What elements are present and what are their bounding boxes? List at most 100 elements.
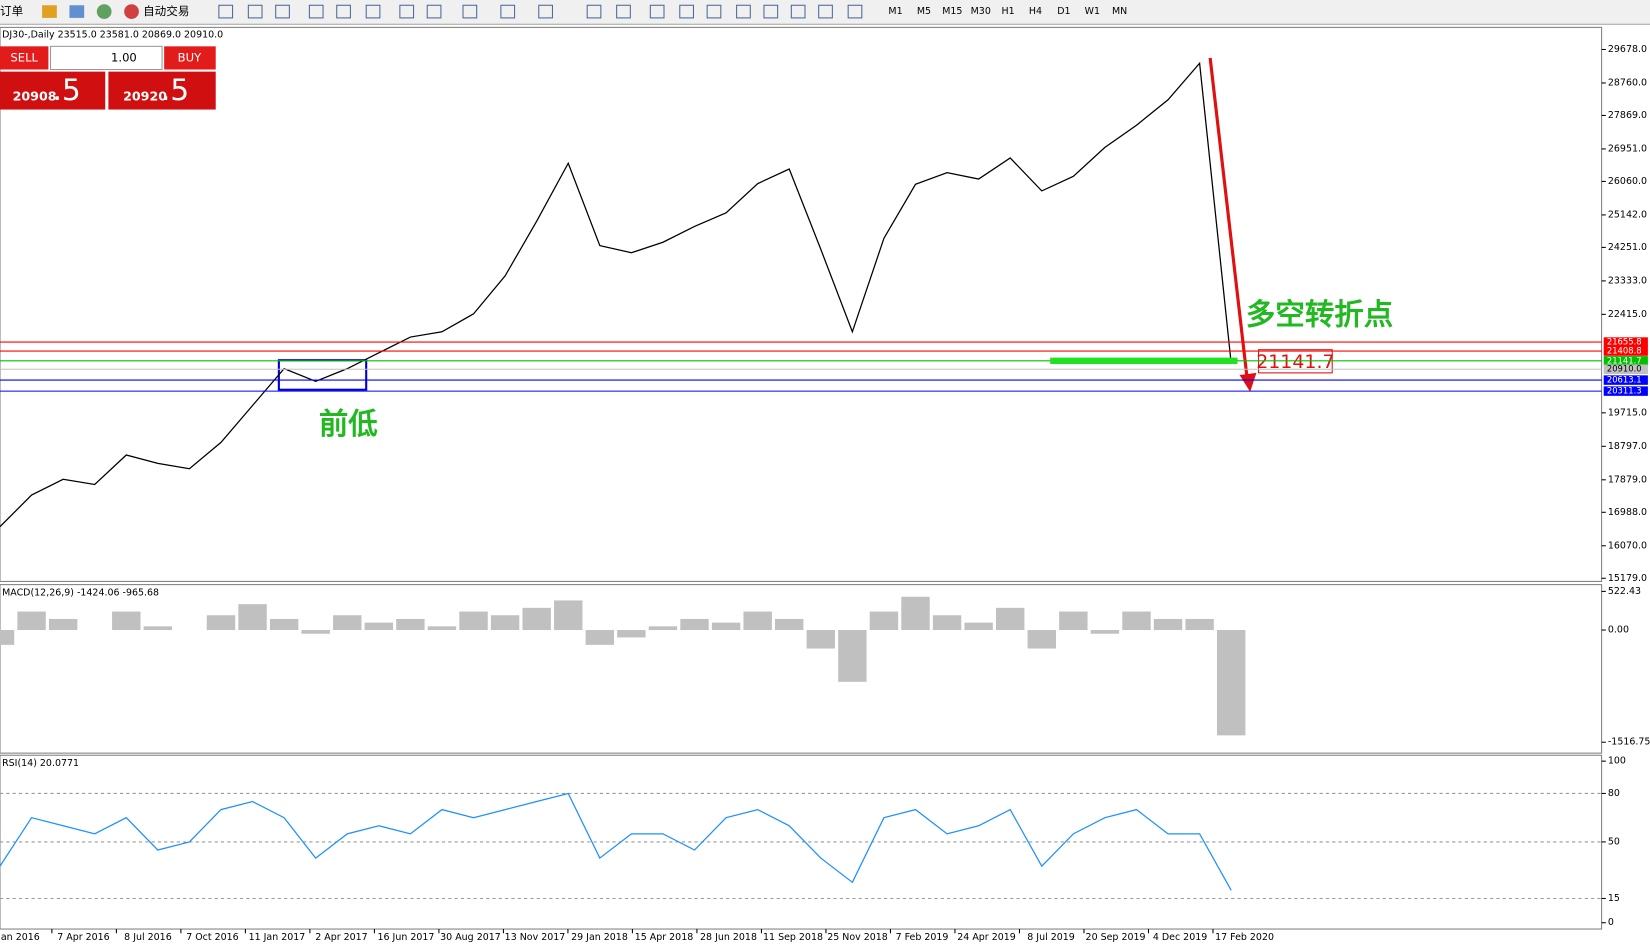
icon[interactable] [69,5,85,18]
histogram-bar [269,618,299,631]
histogram-bar [743,611,772,631]
timeframe-button[interactable]: H1 [1002,6,1015,17]
tool-icon[interactable] [763,4,779,19]
tool-icon[interactable] [679,4,694,19]
histogram-bar [806,630,835,649]
timeframe-button[interactable]: M15 [942,6,962,17]
histogram-bar [775,618,804,631]
timeframe-button[interactable]: W1 [1085,6,1100,17]
tool-icons [218,4,863,19]
timeframe-button[interactable]: M30 [971,6,991,17]
price-level-tag [1603,337,1648,347]
x-tick-label: 7 Feb 2019 [896,932,949,943]
x-tick-label: 28 Jun 2018 [700,932,757,943]
sell-price[interactable]: 20908 [13,88,57,103]
tool-icon[interactable] [649,4,665,19]
pane-title: MACD(12,26,9) -1424.06 -965.68 [2,588,159,599]
histogram-bar [48,618,78,631]
icon[interactable] [96,4,112,19]
tool-icon[interactable] [247,4,263,19]
price-level-label: 20910.0 [1607,364,1642,374]
tool-icon[interactable] [586,4,602,19]
pane-title: RSI(14) 20.0771 [2,758,79,769]
tool-icon[interactable] [616,4,631,19]
tool-icon[interactable] [336,4,351,19]
x-tick-label: 8 Jul 2019 [1027,932,1075,943]
y-tick-label: 27869.0 [1608,110,1647,121]
icon[interactable] [42,5,57,18]
sell-button[interactable] [0,46,49,70]
tool-icon[interactable] [365,4,381,19]
timeframe-button[interactable]: D1 [1057,6,1070,17]
tool-icon[interactable] [426,4,442,19]
turning-point-note: 多空转折点 [1246,297,1393,331]
histogram-bar [995,607,1025,631]
y-tick-label: 29678.0 [1608,44,1647,55]
icon[interactable] [124,4,139,19]
timeframe-button[interactable]: H4 [1029,6,1042,17]
lot-value[interactable]: 1.00 [111,50,137,64]
x-tick-label: 25 Nov 2018 [827,932,888,943]
sell-pips[interactable]: .5 [53,73,81,107]
tool-icon[interactable] [538,4,553,19]
y-tick-label: 50 [1608,836,1620,847]
tool-icon[interactable] [308,4,324,19]
tool-icon[interactable] [706,4,722,19]
y-tick-label: 100 [1608,756,1626,767]
buy-price-box[interactable] [108,71,216,110]
histogram-bar [238,604,267,631]
histogram-bar [1216,630,1246,736]
tool-icon[interactable] [818,4,833,19]
y-tick-label: 16070.0 [1608,540,1647,551]
tool-icon[interactable] [399,4,415,19]
lot-input[interactable] [49,45,163,71]
y-tick-label: 19715.0 [1608,407,1647,418]
price-level-label: 20311.3 [1607,386,1642,396]
buy-pips[interactable]: .5 [161,73,189,107]
price-level-label: 20613.1 [1607,375,1642,385]
histogram-bar [1027,630,1056,649]
tool-icon[interactable] [847,4,863,19]
x-tick-label: 20 Sep 2019 [1086,932,1146,943]
histogram-bar [585,630,615,645]
histogram-bar [112,611,141,631]
tool-icon[interactable] [218,4,234,19]
histogram-bar [648,626,678,631]
x-tick-label: 8 Jul 2016 [124,932,172,943]
tool-icon[interactable] [790,4,806,19]
y-tick-label: 25142.0 [1608,209,1647,220]
main-pane [0,26,1603,582]
auto-trading[interactable]: 自动交易 [143,4,189,18]
tool-icon[interactable] [736,4,751,19]
trend-arrow [1208,57,1249,378]
histogram-bar [1122,611,1151,631]
pane-title: DJ30-,Daily 23515.0 23581.0 20869.0 2091… [2,29,223,40]
y-tick-label: 23333.0 [1608,275,1647,286]
x-tick-label: 7 Apr 2016 [57,932,110,943]
tool-icon[interactable] [275,4,290,19]
tool-icon[interactable] [500,4,516,19]
histogram-bar [1185,618,1214,631]
y-tick-label: 15179.0 [1608,573,1647,584]
timeframe-button[interactable]: M1 [888,6,902,17]
timeframe-button[interactable]: MN [1112,6,1127,17]
price-level-tag [1603,386,1648,396]
histogram-bar [680,618,709,631]
buy-button[interactable] [164,46,216,70]
timeframe-button[interactable]: M5 [917,6,931,17]
histogram-bar [932,615,962,631]
buy-label[interactable]: BUY [178,50,202,64]
buy-price[interactable]: 20920 [123,88,167,103]
sell-price-box[interactable] [0,71,106,110]
tool-icon[interactable] [462,4,478,19]
x-tick-label: 17 Feb 2020 [1215,932,1274,943]
y-tick-label: 26060.0 [1608,176,1647,187]
price-level-tag [1603,375,1648,385]
sell-label[interactable]: SELL [10,50,38,64]
y-tick-label: 80 [1608,788,1620,799]
new-order[interactable]: 订单 [0,4,23,18]
x-tick-label: 30 Aug 2017 [440,932,501,943]
price-level-tag [1603,356,1648,366]
macd-pane [0,584,1603,754]
x-tick-label: 29 Jan 2018 [571,932,628,943]
